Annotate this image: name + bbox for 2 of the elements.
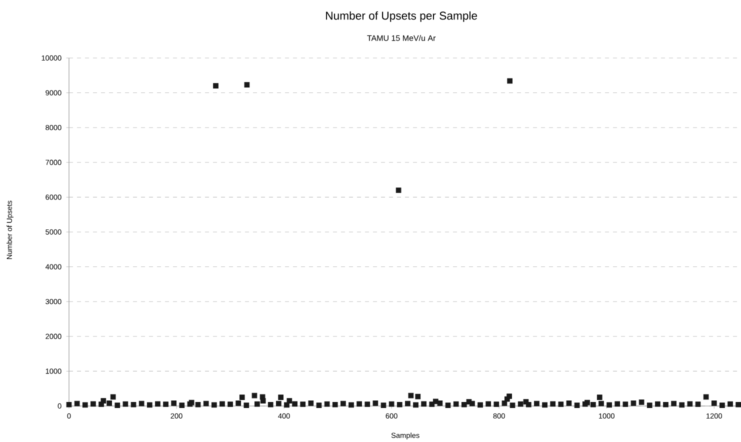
chart-title: Number of Upsets per Sample xyxy=(326,11,478,22)
chart-subtitle: TAMU 15 MeV/u Ar xyxy=(367,35,436,41)
